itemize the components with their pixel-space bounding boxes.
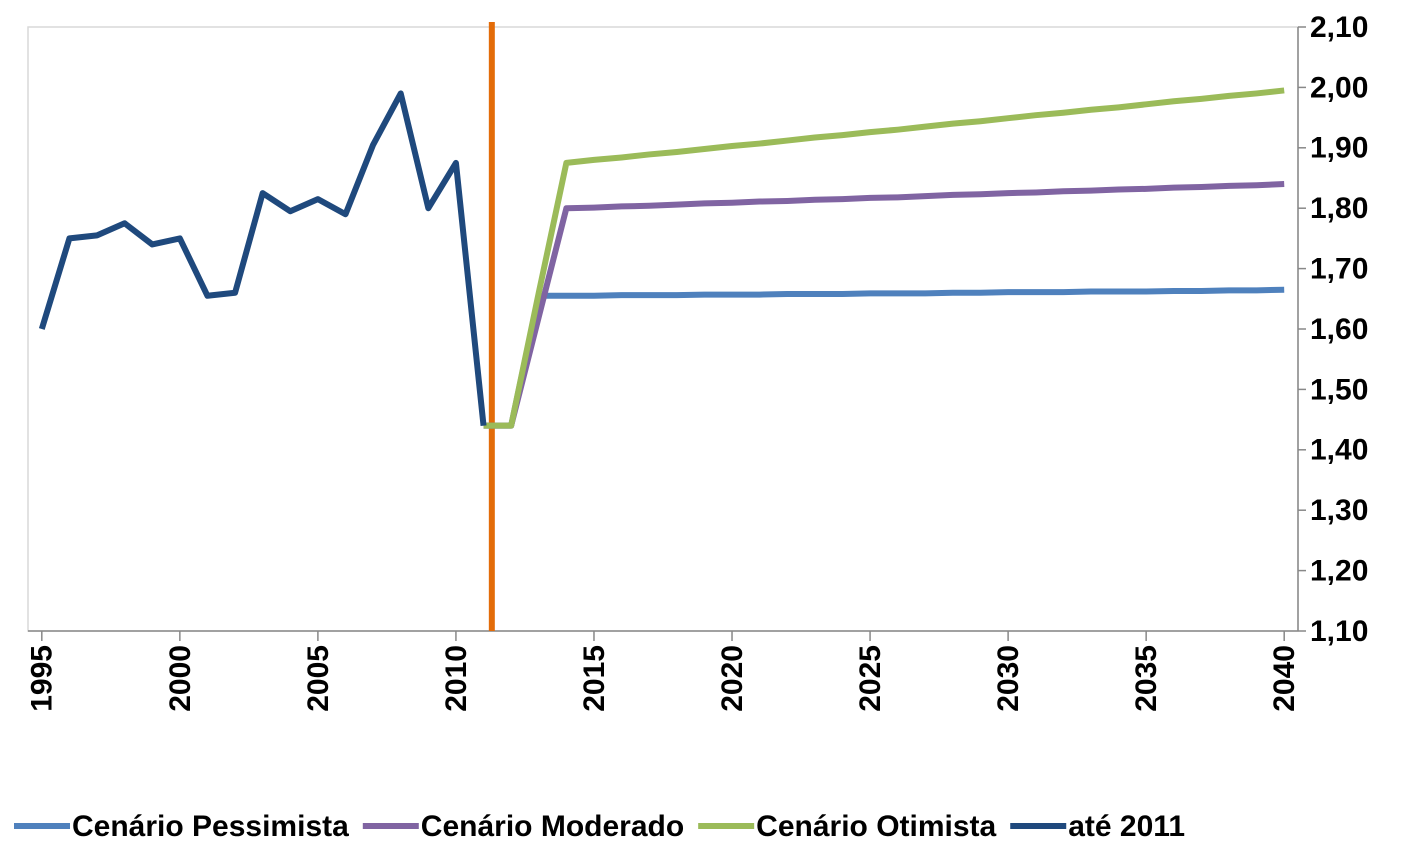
y-tick-label: 1,30 — [1310, 494, 1368, 527]
x-tick-label: 2030 — [992, 645, 1025, 712]
legend-label: Cenário Pessimista — [72, 810, 349, 843]
y-tick-label: 2,10 — [1310, 11, 1368, 44]
series-line — [483, 286, 1285, 429]
x-tick-label: 2025 — [854, 645, 887, 712]
y-tick-label: 1,20 — [1310, 555, 1368, 588]
series-line — [483, 87, 1285, 429]
x-tick-label: 2000 — [164, 645, 197, 712]
x-tick-label: 2020 — [716, 645, 749, 712]
y-tick-label: 1,60 — [1310, 313, 1368, 346]
y-tick-label: 1,80 — [1310, 192, 1368, 225]
x-tick-label: 2035 — [1130, 645, 1163, 712]
x-tick-label: 1995 — [26, 645, 59, 712]
series-line — [483, 181, 1285, 429]
y-tick-label: 2,00 — [1310, 71, 1368, 104]
y-tick-label: 1,50 — [1310, 373, 1368, 406]
y-tick-label: 1,70 — [1310, 253, 1368, 286]
y-tick-label: 1,10 — [1310, 615, 1368, 648]
legend-label: até 2011 — [1068, 810, 1185, 843]
legend-label: Cenário Otimista — [756, 810, 996, 843]
x-tick-label: 2015 — [578, 645, 611, 712]
y-tick-label: 1,90 — [1310, 132, 1368, 165]
legend-label: Cenário Moderado — [421, 810, 684, 843]
x-tick-label: 2005 — [302, 645, 335, 712]
x-tick-label: 2040 — [1268, 645, 1301, 712]
plot-area — [27, 26, 1299, 632]
x-tick-label: 2010 — [440, 645, 473, 712]
series-line — [38, 90, 487, 426]
y-tick-label: 1,40 — [1310, 434, 1368, 467]
